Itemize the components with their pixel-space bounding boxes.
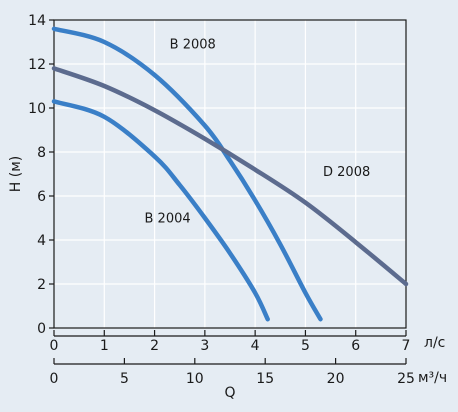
x2-tick-label: 20 bbox=[327, 371, 345, 387]
x-axis-primary: 0 1 2 3 4 5 6 7 bbox=[50, 330, 411, 354]
y-tick-label: 4 bbox=[37, 233, 46, 249]
grid bbox=[54, 20, 406, 328]
series-label: D 2008 bbox=[323, 165, 370, 180]
y-tick-label: 8 bbox=[37, 145, 46, 161]
x-tick-label: 1 bbox=[100, 338, 109, 354]
y-tick-label: 10 bbox=[28, 101, 46, 117]
x-axis-secondary: 0 5 10 15 20 25 bbox=[50, 358, 415, 387]
x2-tick-label: 15 bbox=[256, 371, 274, 387]
series-line-d-2008 bbox=[51, 66, 409, 287]
y-axis: 0 2 4 6 8 10 12 14 bbox=[28, 13, 54, 337]
y-tick-label: 2 bbox=[37, 277, 46, 293]
x2-tick-label: 25 bbox=[397, 371, 415, 387]
series-group bbox=[51, 26, 409, 322]
x2-tick-label: 0 bbox=[50, 371, 59, 387]
x-unit-primary-label: л/с bbox=[424, 335, 445, 351]
series-line-b-2004 bbox=[51, 99, 270, 322]
x-unit-secondary-label: м³/ч bbox=[418, 370, 447, 386]
y-tick-label: 12 bbox=[28, 57, 46, 73]
x-tick-label: 7 bbox=[402, 338, 411, 354]
series-label: B 2004 bbox=[145, 211, 191, 226]
x-tick-label: 6 bbox=[351, 338, 360, 354]
series-label: B 2008 bbox=[170, 38, 216, 53]
plot-area-frame bbox=[53, 19, 407, 329]
y-axis-label: H (м) bbox=[8, 156, 24, 192]
x-tick-label: 2 bbox=[150, 338, 159, 354]
y-tick-label: 6 bbox=[37, 189, 46, 205]
x-axis-label: Q bbox=[224, 385, 235, 401]
x2-tick-label: 5 bbox=[120, 371, 129, 387]
x-tick-label: 0 bbox=[50, 338, 59, 354]
x-tick-label: 5 bbox=[301, 338, 310, 354]
y-tick-label: 0 bbox=[37, 321, 46, 337]
x-tick-label: 3 bbox=[200, 338, 209, 354]
series-annotations: B 2008 D 2008 B 2004 bbox=[145, 38, 371, 227]
y-tick-label: 14 bbox=[28, 13, 46, 29]
x-tick-label: 4 bbox=[251, 338, 260, 354]
series-line-b-2008 bbox=[51, 26, 323, 322]
x2-tick-label: 10 bbox=[186, 371, 204, 387]
